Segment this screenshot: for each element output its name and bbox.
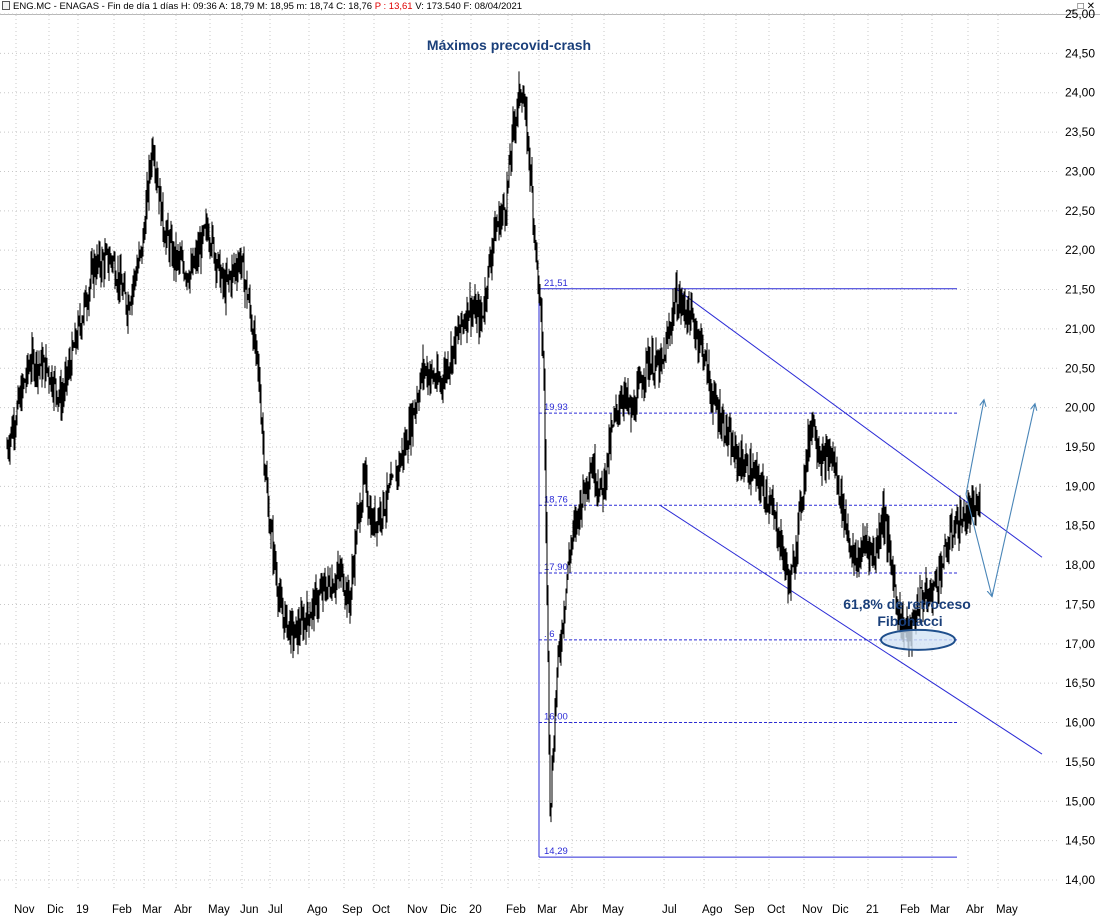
y-tick-label: 21,50 [1065,283,1095,297]
x-tick-label: Nov [14,904,35,916]
fib-level-label: 17,90 [544,562,568,573]
title-bar: ENG.MC - ENAGAS - Fin de día 1 días H: 0… [0,0,1100,15]
x-axis: Nov Dic 19 Feb Mar Abr May Jun Jul Ago Sep Oct Nov Di… [14,904,1018,916]
y-tick-label: 17,50 [1065,597,1095,611]
x-tick-label: Jun [240,904,259,916]
annotations: Máximos precovid-crash 61,8% de retroceso… [427,37,971,651]
fib-level-label: 16,00 [544,712,568,723]
y-tick-label: 19,50 [1065,440,1095,454]
y-tick-label: 22,00 [1065,243,1095,257]
x-tick-label: Dic [47,904,64,916]
price-series [6,71,981,823]
title-main: ENG.MC - ENAGAS - Fin de día 1 días H: 0… [13,1,375,12]
y-tick-label: 24,00 [1065,86,1095,100]
y-tick-label: 14,50 [1065,834,1095,848]
x-tick-label: Abr [174,904,192,916]
x-tick-label: Dic [440,904,457,916]
x-tick-label: Sep [734,904,754,916]
x-tick-label: 21 [866,904,879,916]
x-tick-label: Jul [268,904,283,916]
projection-arrows[interactable] [965,400,1035,597]
y-tick-label: 14,00 [1065,873,1095,887]
y-tick-label: 25,00 [1065,7,1095,21]
y-tick-label: 23,00 [1065,164,1095,178]
x-tick-label: Oct [767,904,786,916]
y-tick-label: 23,50 [1065,125,1095,139]
y-tick-label: 19,00 [1065,479,1095,493]
y-tick-label: 21,00 [1065,322,1095,336]
fib-level-label: 19,93 [544,402,568,413]
x-tick-label: Ago [702,904,722,916]
channel-lower-line [659,504,1043,755]
x-tick-label: Jul [662,904,677,916]
x-tick-label: May [996,904,1018,916]
y-tick-label: 16,50 [1065,676,1095,690]
title-performance: P : 13,61 [374,1,413,12]
x-tick-label: 20 [469,904,482,916]
x-tick-label: Abr [570,904,588,916]
trend-channel[interactable] [659,289,1043,755]
x-tick-label: Feb [112,904,132,916]
restore-button[interactable]: □ [1077,1,1085,12]
x-tick-label: Ago [307,904,327,916]
title-volume-date: V: 173.540 F: 08/04/2021 [412,1,523,12]
minimize-button[interactable]: _ [1069,1,1076,12]
y-tick-label: 20,00 [1065,401,1095,415]
projection-arrow [991,404,1035,597]
channel-upper-line [676,289,1043,558]
x-tick-label: Oct [372,904,391,916]
fib-618-ellipse [880,628,956,651]
y-tick-label: 24,50 [1065,46,1095,60]
y-tick-label: 22,50 [1065,204,1095,218]
y-tick-label: 15,00 [1065,794,1095,808]
x-tick-label: Nov [407,904,428,916]
annotation-precovid-max: Máximos precovid-crash [427,37,591,53]
x-tick-label: Mar [142,904,162,916]
fib-level-label: 21,51 [544,278,568,289]
x-tick-label: Feb [900,904,920,916]
x-tick-label: Nov [802,904,823,916]
y-axis: 25,00 24,50 24,00 23,50 23,00 22,50 22,00 21,50… [1065,7,1095,887]
projection-arrow [965,494,992,596]
y-tick-label: 20,50 [1065,361,1095,375]
fibonacci-retracement[interactable]: 21,51 19,93 18,76 17,90 ..6 16,00 14,29 [538,278,957,858]
x-tick-label: May [208,904,230,916]
x-tick-label: Sep [342,904,362,916]
y-tick-label: 18,00 [1065,558,1095,572]
x-tick-label: Mar [537,904,557,916]
fib-level-label: 14,29 [544,846,568,857]
x-tick-label: 19 [76,904,89,916]
x-tick-label: Abr [966,904,984,916]
window-controls: _ □ ✕ [1068,0,1097,13]
x-tick-label: Mar [930,904,950,916]
x-tick-label: Feb [506,904,526,916]
fib-level-label: 18,76 [544,494,568,505]
y-tick-label: 15,50 [1065,755,1095,769]
y-tick-label: 16,00 [1065,716,1095,730]
y-tick-label: 18,50 [1065,519,1095,533]
y-tick-label: 17,00 [1065,637,1095,651]
x-tick-label: Dic [832,904,849,916]
fib-level-label: ..6 [544,629,555,640]
projection-arrow [965,400,984,495]
x-tick-label: May [602,904,624,916]
close-button[interactable]: ✕ [1086,1,1096,12]
grid [0,13,1058,890]
annotation-fib-line2: Fibonacci [877,613,942,629]
chart-document-icon [2,1,10,10]
annotation-fib-line1: 61,8% de retroceso [843,596,971,612]
